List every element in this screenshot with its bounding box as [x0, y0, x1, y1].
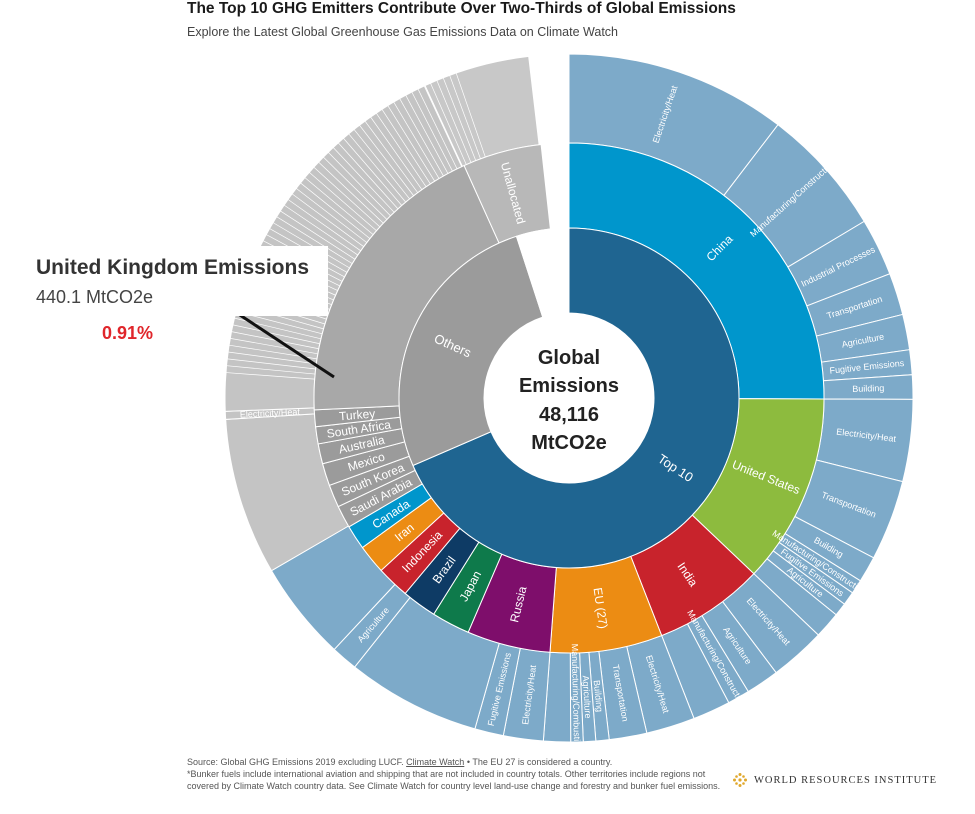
others-sliver-divider: [399, 98, 444, 177]
others-sliver-divider: [231, 331, 319, 350]
others-sliver-divider: [370, 116, 423, 190]
others-sliver-divider: [283, 204, 359, 256]
others-sliver-divider: [296, 188, 368, 243]
others-sliver-divider: [338, 142, 399, 210]
callout-title: United Kingdom Emissions: [36, 256, 310, 279]
others-sliver-divider: [304, 177, 374, 235]
others-sliver-divider: [226, 365, 316, 375]
country-label: EU (27): [590, 587, 610, 630]
others-sliver-divider: [455, 72, 486, 158]
others-sliver-divider: [276, 216, 353, 264]
others-sliver-divider: [393, 101, 440, 179]
others-sliver-divider: [313, 166, 381, 228]
others-sliver-divider: [359, 124, 414, 196]
country-callout-box: United Kingdom Emissions 440.1 MtCO2e: [28, 246, 328, 316]
chart-title: The Top 10 GHG Emitters Contribute Over …: [187, 0, 736, 17]
others-sliver-divider: [327, 152, 391, 217]
others-sliver-divider: [225, 372, 315, 380]
others-sliver-divider: [417, 88, 458, 170]
others-sliver-divider: [430, 82, 467, 165]
others-sliver-divider: [405, 95, 449, 174]
others-sliver-divider: [375, 112, 427, 187]
source-suffix: • The EU 27 is considered a country.: [466, 757, 613, 767]
others-sliver-divider: [272, 222, 350, 269]
sector-label: Electricity/Heat: [240, 407, 301, 420]
others-sliver-divider: [300, 182, 371, 239]
others-sliver-divider: [381, 109, 431, 185]
callout-value: 440.1 MtCO2e: [36, 287, 154, 307]
chart-subtitle: Explore the Latest Global Greenhouse Gas…: [187, 25, 618, 39]
sector-label: Building: [852, 383, 884, 394]
wri-name: WORLD RESOURCES INSTITUTE: [754, 774, 938, 786]
others-sliver-divider: [232, 324, 320, 345]
others-sliver-divider: [411, 91, 453, 172]
others-sliver-divider: [449, 75, 481, 159]
country-label: Turkey: [339, 407, 376, 424]
others-sliver-divider: [287, 199, 361, 252]
others-sliver-divider: [227, 358, 316, 370]
sector-label: Building: [592, 680, 605, 713]
others-sliver-divider: [353, 129, 410, 200]
others-sliver-divider: [228, 351, 317, 365]
footnote-text: *Bunker fuels include international avia…: [187, 769, 721, 791]
callout-percent: 0.91%: [102, 323, 154, 343]
wri-logo: WORLD RESOURCES INSTITUTE: [732, 772, 937, 788]
center-circle: [484, 313, 654, 483]
others-sliver-divider: [318, 161, 384, 224]
others-sliver-divider: [348, 133, 406, 203]
others-sliver-divider: [436, 80, 472, 163]
others-sliver-divider: [442, 77, 477, 161]
others-sliver-divider: [230, 338, 318, 355]
others-sliver-divider: [291, 193, 364, 247]
sector-label: Agriculture: [581, 675, 594, 719]
center-label-line2: Emissions: [519, 375, 619, 397]
others-sliver-divider: [332, 147, 395, 213]
others-sliver-divider: [364, 120, 419, 193]
footer-notes: Source: Global GHG Emissions 2019 exclud…: [187, 756, 727, 792]
others-sliver-divider: [343, 138, 403, 206]
others-sliver-divider: [309, 172, 377, 232]
source-text: Source: Global GHG Emissions 2019 exclud…: [187, 757, 404, 767]
center-label-line3: 48,116: [539, 404, 599, 426]
others-sliver-divider: [423, 85, 462, 167]
center-label-line1: Global: [538, 347, 600, 369]
others-sliver-divider: [387, 105, 435, 182]
climate-watch-link[interactable]: Climate Watch: [406, 757, 465, 767]
sector-label: Manufacturing/Combustion: [570, 644, 582, 752]
center-label-line4: MtCO2e: [531, 432, 607, 454]
wri-emblem-icon: [733, 773, 747, 787]
others-sliver-divider: [280, 210, 356, 260]
others-sliver-divider: [323, 156, 388, 220]
